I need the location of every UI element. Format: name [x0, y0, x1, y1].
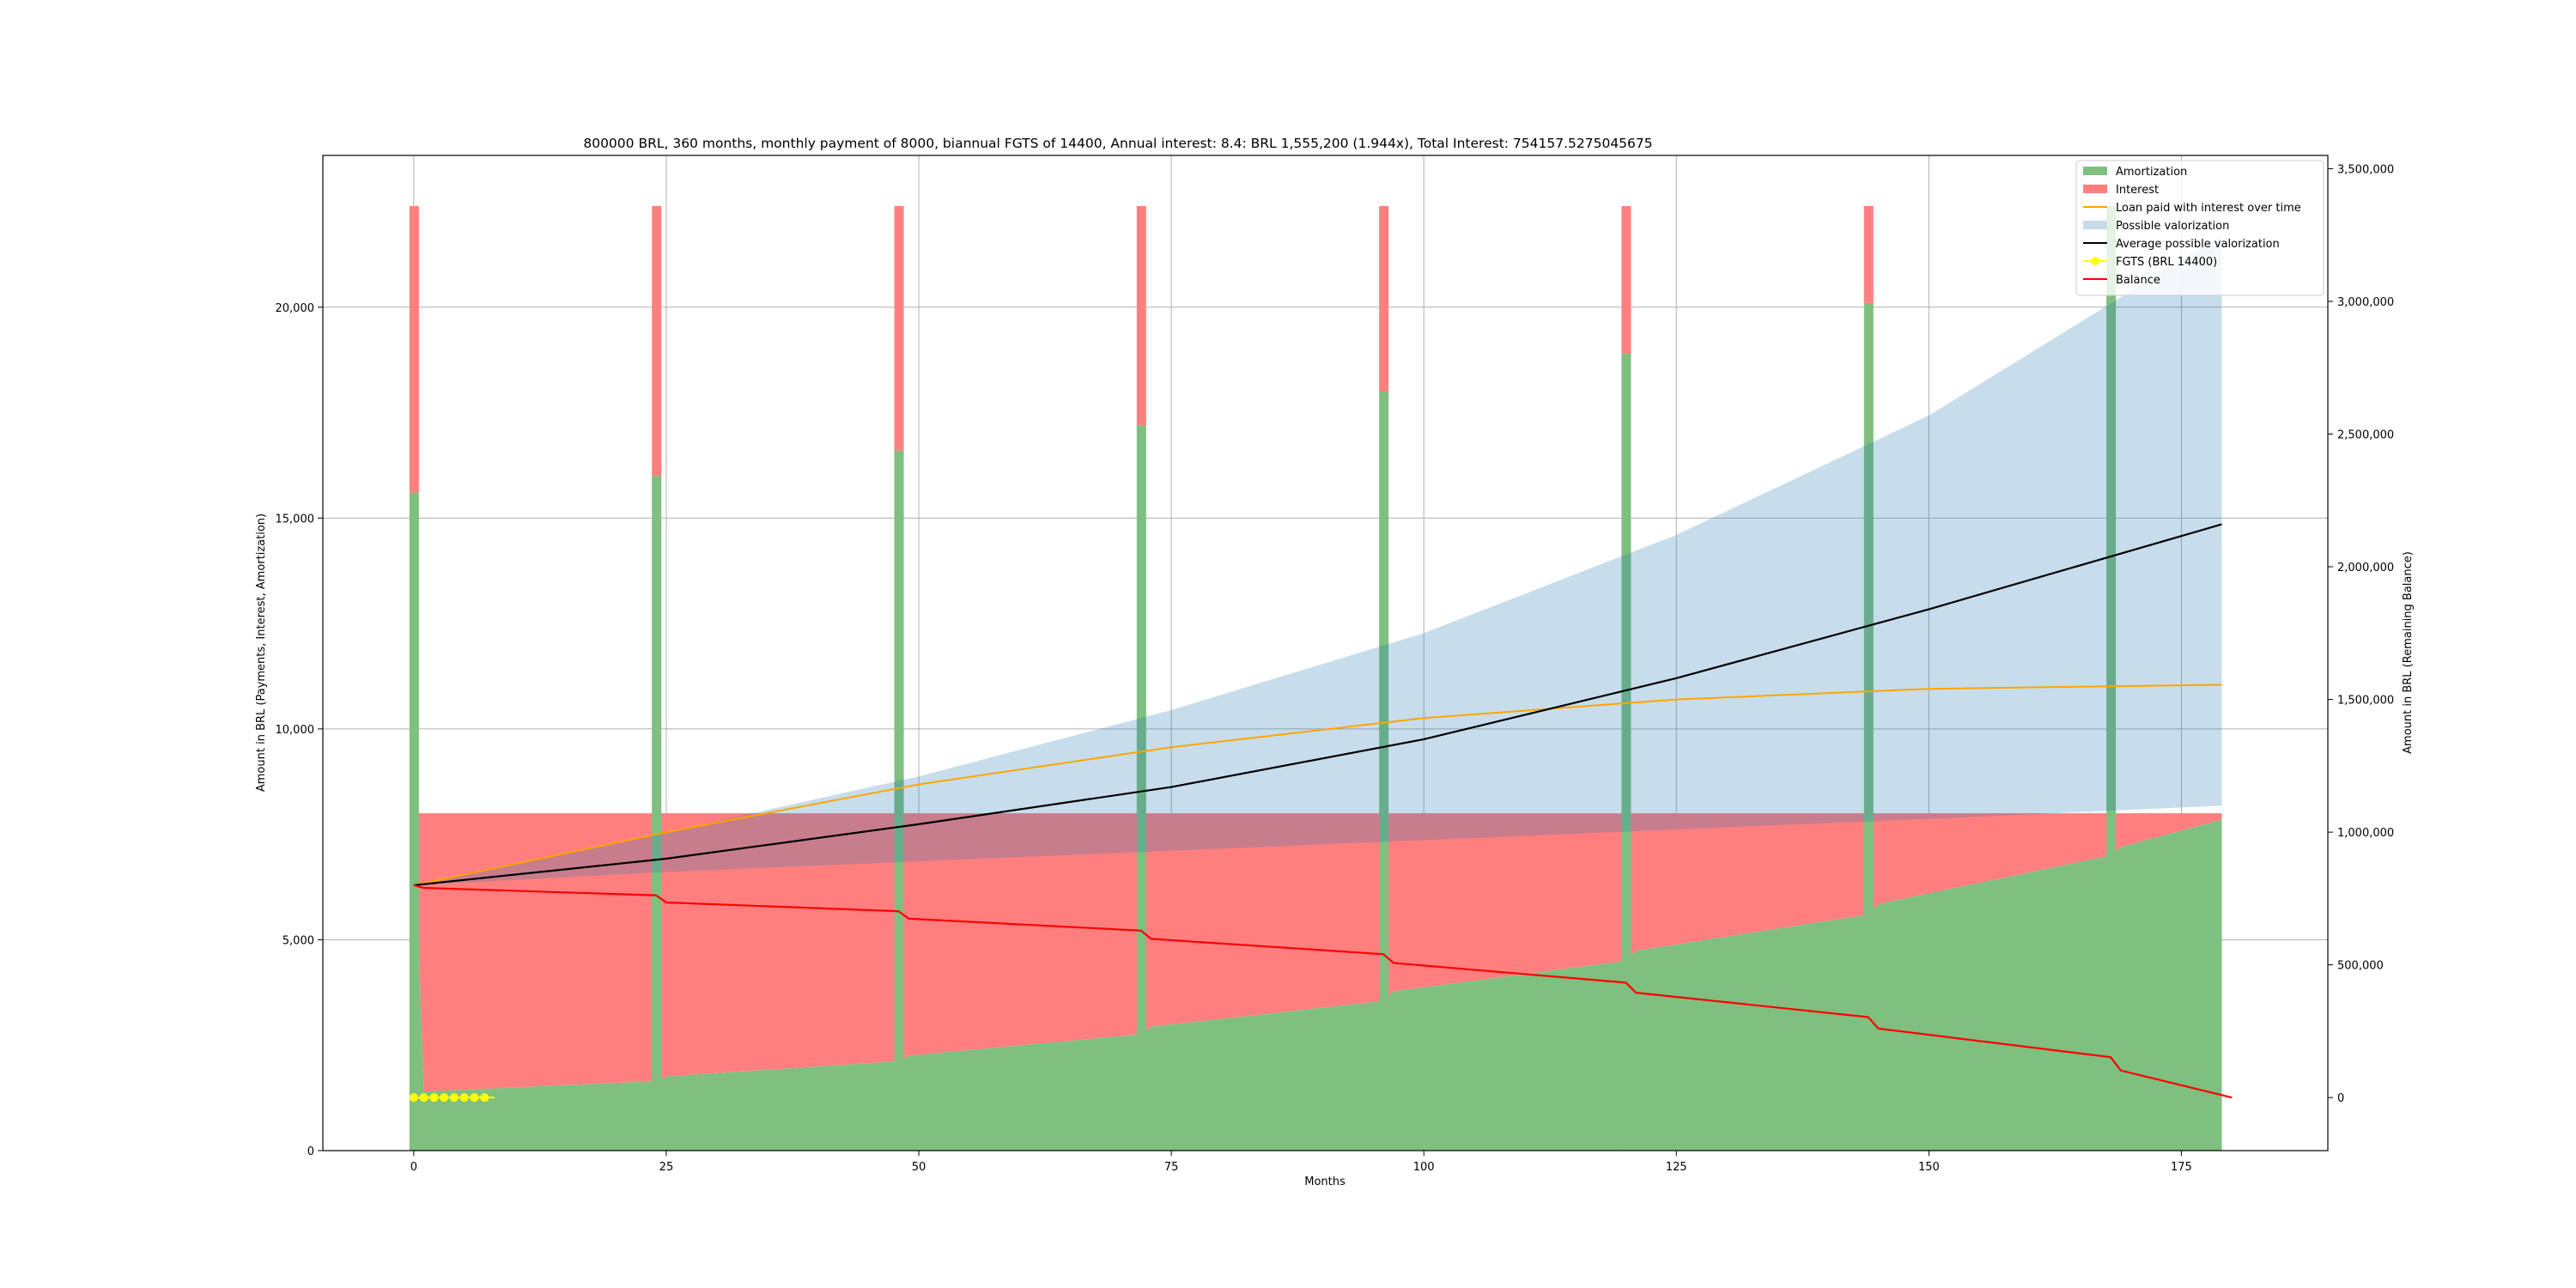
y2-axis-label: Amount in BRL (Remaining Balance) [2402, 551, 2415, 754]
fgts-marker [459, 1093, 469, 1103]
possible-valorization-band [413, 234, 2222, 885]
legend-swatch [2083, 221, 2107, 229]
balance-line [413, 884, 2233, 1099]
legend-box [2075, 160, 2324, 296]
fgts-amortization-bar [652, 476, 662, 1151]
fgts-marker [409, 1093, 418, 1103]
fgts-interest-bar [1621, 205, 1631, 354]
fgts-interest-bar [409, 205, 419, 493]
legend-label: Balance [2116, 274, 2160, 287]
y2-tick-label: 1,500,000 [2337, 695, 2394, 708]
legend-marker [2091, 257, 2099, 265]
y2-tick-label: 3,000,000 [2337, 296, 2394, 309]
fgts-interest-bar [894, 205, 904, 451]
x-tick-label: 25 [659, 1161, 674, 1174]
x-tick-label: 150 [1918, 1161, 1940, 1174]
fgts-marker [440, 1093, 449, 1103]
fgts-amortization-bar [1136, 425, 1146, 1151]
fgts-amortization-bar [1621, 353, 1631, 1151]
plot-area [409, 205, 2233, 1151]
legend-label: Amortization [2116, 166, 2187, 179]
amortization-area [413, 813, 2222, 1151]
fgts-marker [449, 1093, 459, 1103]
fgts-amortization-bar [409, 492, 419, 1151]
legend-swatch [2083, 185, 2107, 193]
y2-tick-label: 3,500,000 [2337, 163, 2394, 176]
fgts-marker [419, 1093, 428, 1103]
legend-label: FGTS (BRL 14400) [2116, 256, 2217, 269]
y-tick-label: 10,000 [276, 724, 315, 737]
fgts-interest-bar [1863, 205, 1874, 303]
y2-tick-label: 0 [2337, 1092, 2344, 1105]
legend-label: Average possible valorization [2116, 238, 2280, 251]
axes: 0 25 50 75 100 125 150 175 0 5,000 10,000 15,000 20,… [276, 163, 2395, 1174]
x-tick-label: 75 [1164, 1161, 1179, 1174]
legend: Amortization Interest Loan paid with inter… [2075, 160, 2324, 296]
x-tick-label: 0 [410, 1161, 417, 1174]
y-axis-label: Amount in BRL (Payments, Interest, Amort… [255, 513, 268, 792]
x-tick-label: 125 [1666, 1161, 1687, 1174]
fgts-amortization-bar [2106, 205, 2117, 1151]
plot-frame [322, 155, 2329, 1151]
fgts-marker [480, 1093, 489, 1103]
x-tick-label: 50 [912, 1161, 927, 1174]
average-valorization-line [413, 523, 2222, 887]
y2-tick-label: 2,500,000 [2337, 429, 2394, 442]
legend-label: Possible valorization [2116, 220, 2229, 233]
fgts-interest-bar [652, 205, 662, 477]
legend-swatch [2083, 167, 2107, 175]
interest-area [413, 813, 2222, 1092]
y-tick-label: 5,000 [283, 934, 314, 947]
y-tick-label: 20,000 [276, 302, 315, 315]
y-tick-label: 0 [307, 1145, 314, 1158]
y2-tick-label: 500,000 [2337, 960, 2384, 973]
fgts-interest-bar [1136, 205, 1146, 426]
fgts-amortization-bar [1379, 392, 1389, 1151]
y-tick-label: 15,000 [276, 513, 315, 526]
chart-title: 800000 BRL, 360 months, monthly payment … [583, 136, 1652, 151]
fgts-amortization-bar [894, 450, 904, 1151]
fgts-amortization-bar [1863, 302, 1874, 1151]
y2-tick-label: 2,000,000 [2337, 562, 2394, 574]
x-tick-label: 100 [1413, 1161, 1435, 1174]
fgts-interest-bar [1379, 205, 1389, 392]
y2-tick-label: 1,000,000 [2337, 827, 2394, 840]
legend-label: Loan paid with interest over time [2116, 202, 2301, 215]
loan-paid-line [413, 683, 2222, 886]
fgts-marker [470, 1093, 479, 1103]
x-axis-label: Months [1304, 1176, 1346, 1188]
fgts-marker [429, 1093, 439, 1103]
x-tick-label: 175 [2171, 1161, 2192, 1174]
legend-label: Interest [2116, 184, 2159, 197]
